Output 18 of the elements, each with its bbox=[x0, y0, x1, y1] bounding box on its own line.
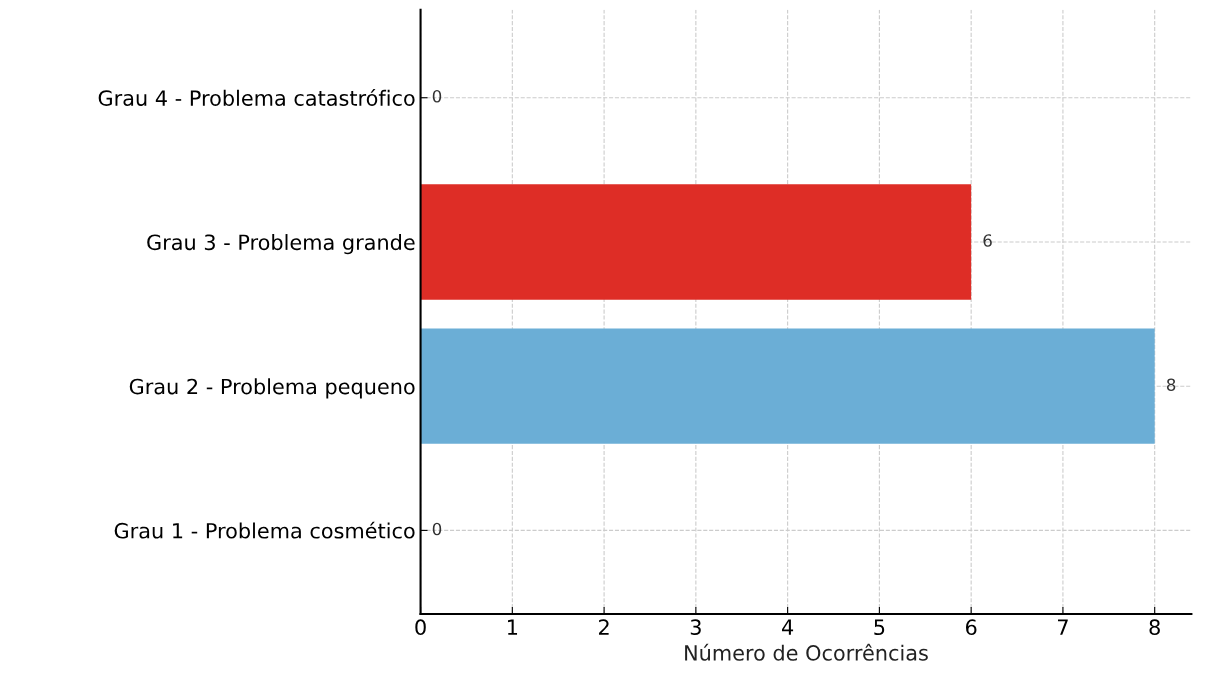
y-tick-label: Grau 3 - Problema grande bbox=[147, 234, 415, 255]
y-tick-label: Grau 2 - Problema pequeno bbox=[129, 378, 415, 399]
x-tick-label: 7 bbox=[1058, 619, 1068, 635]
y-tick-label: Grau 1 - Problema cosmético bbox=[114, 521, 415, 539]
data-label: 8 bbox=[1166, 378, 1176, 392]
x-tick-label: 1 bbox=[507, 619, 518, 635]
data-label: 0 bbox=[432, 522, 442, 536]
x-tick-label: 6 bbox=[965, 619, 977, 636]
data-label: 0 bbox=[432, 89, 442, 103]
x-tick-label: 4 bbox=[782, 619, 794, 635]
x-tick-label: 0 bbox=[415, 619, 426, 636]
x-tick-label: 2 bbox=[598, 619, 609, 635]
x-tick-label: 5 bbox=[874, 619, 885, 636]
x-axis-title: Número de Ocorrências bbox=[685, 643, 928, 661]
data-label: 6 bbox=[983, 234, 992, 247]
x-tick-label: 8 bbox=[1149, 619, 1160, 636]
x-tick-label: 3 bbox=[690, 619, 701, 636]
y-tick-label: Grau 4 - Problema catastrófico bbox=[98, 88, 415, 106]
